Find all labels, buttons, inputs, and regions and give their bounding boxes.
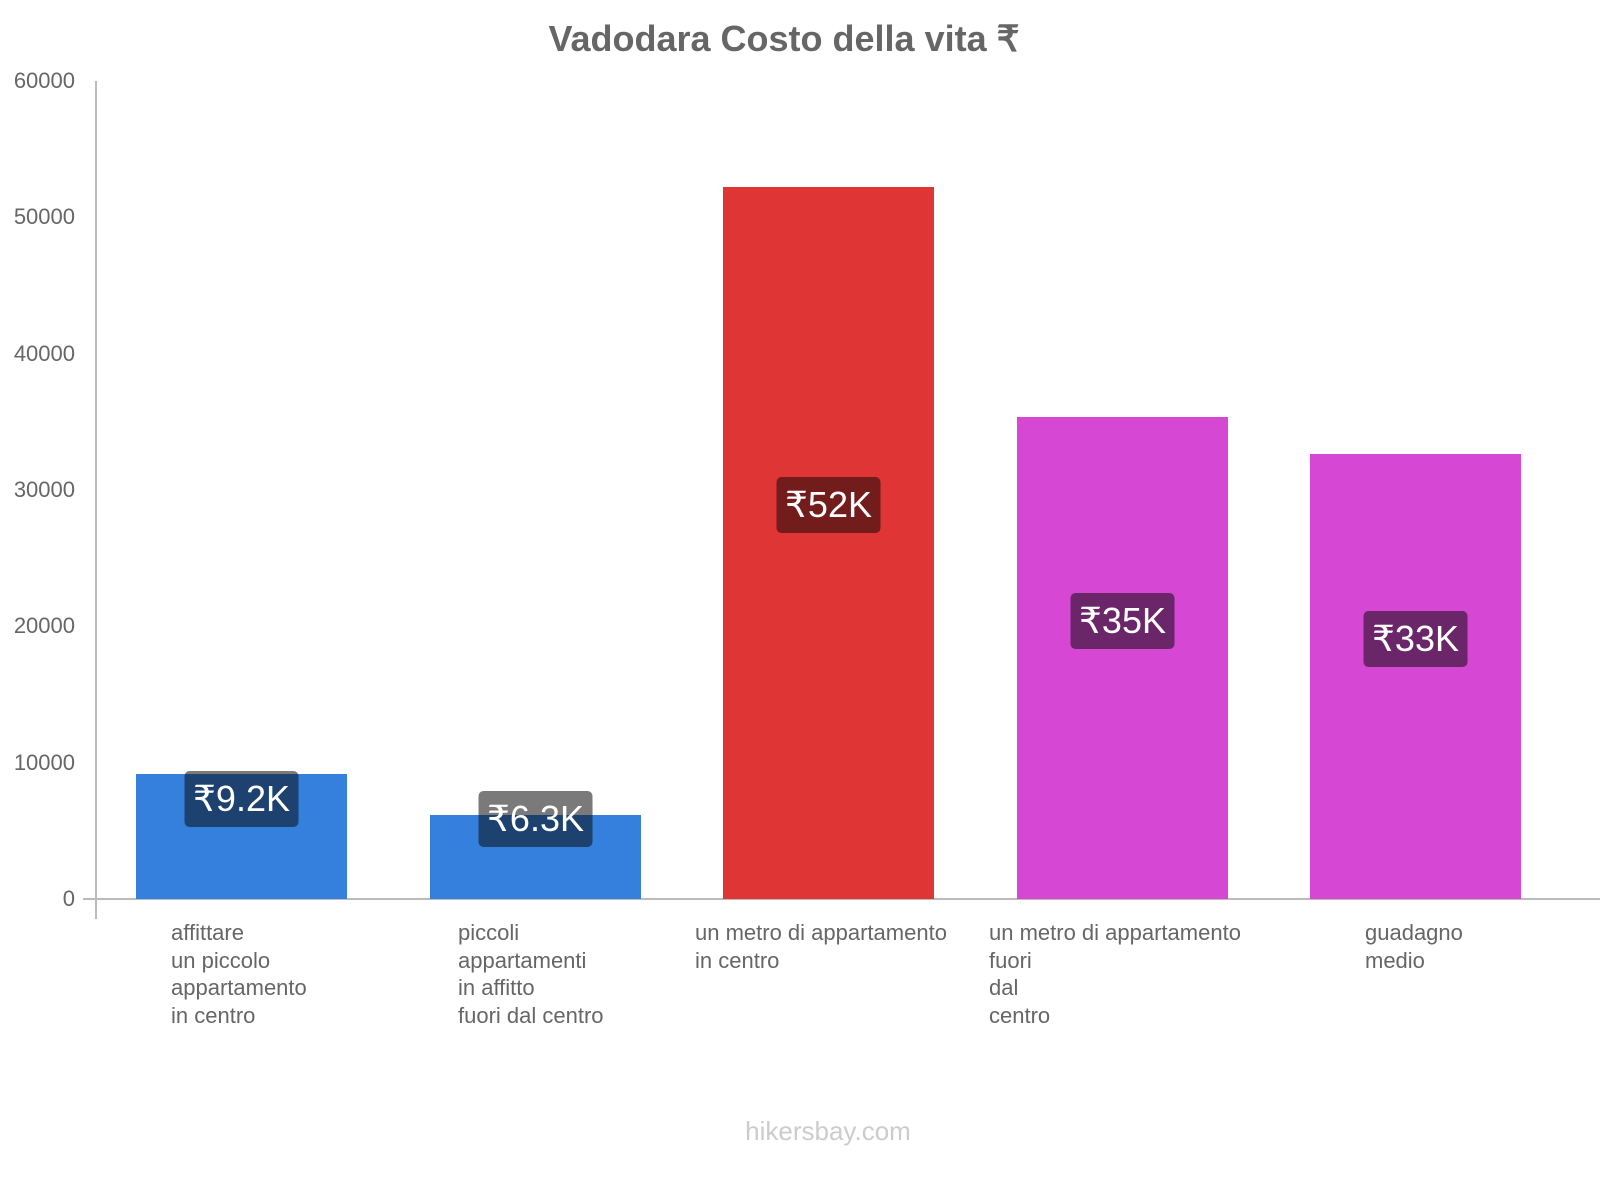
bar [1017,416,1228,899]
y-tick-label: 40000 [13,340,75,366]
bar [723,186,934,899]
bar [1310,454,1521,899]
y-tick-label: 30000 [13,477,75,502]
value-label: ₹33K [1363,611,1468,667]
y-axis-line [95,81,97,919]
watermark: hikersbay.com [745,1116,911,1146]
y-tick-label: 20000 [13,613,75,639]
x-tick-label: affittare un piccolo appartamento in cen… [171,920,307,1028]
y-tick-label: 50000 [13,204,75,230]
x-tick-label: guadagno medio [1365,920,1463,973]
x-axis-line [83,898,1600,900]
y-tick-label: 0 [62,886,75,911]
value-label: ₹9.2K [184,771,299,827]
y-tick-label: 60000 [13,68,75,93]
chart-title: Vadodara Costo della vita ₹ [548,18,1020,59]
x-tick-label: un metro di appartamento fuori dal centr… [989,920,1241,1028]
y-tick-label: 10000 [13,749,75,775]
value-label: ₹52K [776,477,881,533]
x-tick-label: un metro di appartamento in centro [695,920,947,973]
x-tick-label: piccoli appartamenti in affitto fuori da… [458,920,604,1028]
value-label: ₹6.3K [478,791,593,847]
value-label: ₹35K [1070,593,1175,649]
